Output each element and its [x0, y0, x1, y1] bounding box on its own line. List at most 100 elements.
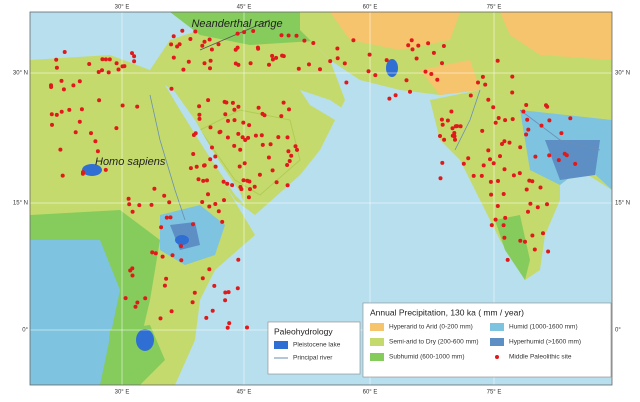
site-dot	[130, 51, 134, 56]
site-dot	[483, 82, 488, 87]
site-dot	[190, 300, 195, 305]
map-body	[30, 12, 612, 385]
lon-label: 45° E	[237, 5, 252, 11]
site-dot	[71, 83, 76, 88]
pleistocene-lake	[386, 59, 398, 77]
site-dot	[49, 112, 54, 117]
site-dot	[276, 135, 281, 140]
site-dot	[202, 39, 207, 44]
site-dot	[179, 244, 183, 249]
site-dot	[208, 125, 213, 130]
site-dot	[518, 145, 523, 150]
site-dot	[179, 258, 184, 263]
site-dot	[137, 203, 142, 208]
site-dot	[256, 105, 261, 110]
site-dot	[246, 195, 251, 200]
site-dot	[220, 219, 225, 224]
site-dot	[335, 46, 340, 51]
principal-river	[519, 109, 601, 151]
lat-label: 0°	[615, 328, 621, 334]
site-dot	[440, 122, 445, 127]
site-dot	[62, 50, 67, 54]
site-dot	[289, 153, 294, 158]
site-dot	[213, 164, 218, 169]
site-dot	[188, 166, 193, 171]
site-dot	[498, 154, 502, 159]
site-dot	[311, 41, 316, 45]
site-dot	[501, 192, 506, 196]
site-dot	[489, 223, 494, 228]
lon-label: 30° E	[115, 390, 130, 396]
site-dot	[89, 131, 93, 136]
site-dot	[387, 96, 392, 101]
lon-label: 60° E	[363, 5, 378, 11]
site-dot	[545, 202, 549, 207]
site-dot	[100, 68, 104, 73]
site-dot	[410, 47, 415, 52]
lon-label: 45° E	[237, 390, 252, 396]
site-dot	[568, 116, 573, 121]
pleistocene-lake	[82, 164, 102, 176]
zone-subhumid	[495, 215, 530, 280]
site-dot	[251, 29, 256, 33]
red-sea	[165, 85, 245, 205]
site-dot	[259, 133, 264, 138]
site-dot	[267, 62, 271, 67]
site-dot	[162, 283, 167, 288]
site-dot	[247, 123, 252, 128]
site-dot	[438, 134, 442, 138]
site-dot	[270, 57, 275, 62]
site-dot	[200, 200, 205, 204]
site-dot	[106, 70, 111, 75]
site-dot	[77, 119, 82, 124]
site-dot	[393, 93, 398, 98]
site-dot	[486, 97, 491, 102]
site-dot	[524, 132, 529, 137]
site-dot	[533, 154, 538, 159]
site-dot	[511, 173, 516, 178]
site-dot	[95, 149, 100, 154]
site-dot	[208, 58, 213, 63]
zone-hyperhumid	[545, 140, 600, 180]
site-dot	[440, 160, 445, 165]
legend-item: Semi-arid to Dry (200-600 mm)	[389, 339, 479, 346]
site-dot	[73, 130, 78, 135]
neanderthal-range-line	[199, 19, 271, 51]
site-dot	[103, 57, 108, 62]
legend-swatch	[370, 338, 384, 346]
legend-item: Middle Paleolithic site	[509, 354, 572, 361]
site-dot	[495, 204, 500, 208]
site-dot	[445, 118, 450, 123]
site-dot	[230, 183, 235, 188]
site-dot	[236, 131, 241, 136]
site-dot	[225, 181, 230, 186]
site-dot	[97, 98, 102, 103]
site-dot	[285, 183, 290, 188]
site-dot	[573, 161, 578, 166]
legend-item: Hyperhumid (>1600 mm)	[509, 339, 581, 346]
site-dot	[279, 114, 284, 119]
site-dot	[194, 164, 199, 169]
site-dot	[130, 209, 135, 214]
site-dot	[530, 179, 535, 184]
site-dot	[54, 65, 59, 70]
site-dot	[224, 100, 229, 105]
site-dot	[201, 178, 206, 183]
site-dot	[208, 157, 213, 162]
site-dot	[564, 153, 569, 158]
site-dot	[200, 43, 205, 48]
site-dot	[486, 148, 491, 153]
site-dot	[524, 103, 529, 107]
site-dot	[243, 138, 248, 142]
site-dot	[503, 215, 508, 220]
site-dot	[556, 158, 561, 163]
site-dot	[100, 57, 105, 62]
site-dot	[192, 290, 197, 295]
legend-title: Annual Precipitation, 130 ka ( mm / year…	[370, 307, 524, 317]
site-dot	[517, 171, 522, 176]
site-dot	[287, 159, 292, 163]
site-dot	[409, 38, 414, 43]
site-dot	[281, 100, 286, 105]
site-dot	[225, 135, 230, 140]
